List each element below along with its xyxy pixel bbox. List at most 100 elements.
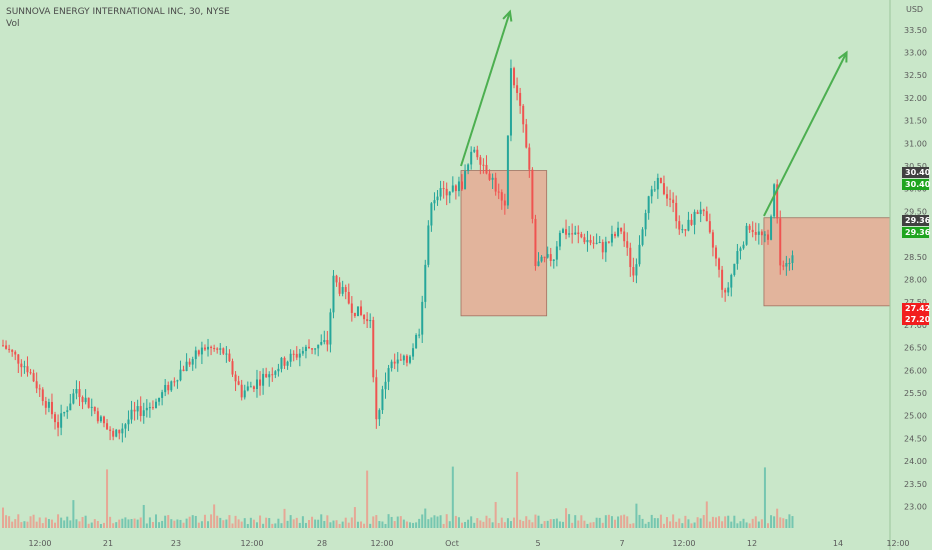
- volume-bar: [14, 519, 17, 528]
- volume-bar: [412, 522, 415, 528]
- volume-bar: [604, 515, 607, 528]
- candle-body: [155, 401, 157, 409]
- arrowhead-1[interactable]: [502, 9, 513, 22]
- volume-bar: [568, 514, 571, 528]
- volume-bar: [182, 522, 185, 528]
- volume-bar: [415, 522, 418, 528]
- candle-body: [782, 265, 785, 267]
- candle-body: [662, 183, 665, 195]
- candle-body: [17, 354, 20, 364]
- volume-bar: [607, 514, 610, 528]
- volume-bar: [35, 521, 38, 528]
- candle-body: [35, 381, 38, 389]
- volume-bar: [696, 517, 699, 528]
- candle-body: [203, 347, 206, 350]
- candle-body: [461, 181, 463, 190]
- volume-bar: [378, 521, 381, 528]
- candle-body: [607, 241, 610, 243]
- arrow-line-1[interactable]: [460, 11, 511, 167]
- volume-bar: [347, 522, 350, 528]
- candle-body: [347, 291, 350, 304]
- candle-body: [733, 263, 736, 275]
- arrowhead-2[interactable]: [838, 50, 848, 63]
- volume-bar: [760, 519, 763, 528]
- volume-bar: [433, 515, 436, 528]
- candle-body: [222, 348, 225, 354]
- volume-bar: [614, 519, 616, 528]
- volume-bar: [396, 516, 399, 528]
- volume-bar: [773, 516, 776, 528]
- candle-body: [308, 346, 310, 349]
- volume-bar: [565, 508, 568, 528]
- volume-bar: [454, 515, 457, 528]
- volume-bar: [754, 516, 757, 528]
- candle-body: [635, 264, 638, 276]
- volume-bar: [555, 518, 558, 528]
- volume-bar: [788, 514, 791, 528]
- candle-body: [699, 209, 702, 214]
- candle-body: [669, 198, 672, 200]
- volume-bar: [109, 516, 112, 528]
- volume-bar: [583, 520, 586, 528]
- volume-bar: [666, 517, 669, 528]
- candle-body: [378, 410, 381, 420]
- candle-body: [589, 239, 592, 243]
- volume-bar: [439, 515, 442, 528]
- candle-body: [702, 209, 705, 212]
- candle-body: [696, 211, 699, 214]
- volume-bar: [329, 522, 332, 528]
- volume-bar: [745, 522, 748, 528]
- candle-body: [681, 229, 684, 231]
- candle-body: [525, 124, 528, 148]
- candle-body: [372, 320, 375, 378]
- volume-bar: [601, 522, 604, 528]
- candle-body: [724, 289, 727, 293]
- price-tick-label: 27.00: [904, 321, 927, 330]
- volume-bar: [387, 514, 390, 528]
- volume-bar: [60, 517, 63, 528]
- candle-body: [277, 368, 280, 372]
- volume-bar: [344, 517, 347, 528]
- volume-bar: [8, 516, 11, 528]
- volume-bar: [390, 516, 393, 528]
- candle-body: [170, 381, 173, 391]
- volume-bar: [133, 518, 136, 528]
- volume-bar: [240, 521, 243, 528]
- volume-bar: [17, 514, 20, 528]
- volume-bar: [283, 508, 286, 528]
- volume-bar: [20, 522, 23, 528]
- candle-body: [546, 254, 549, 258]
- price-tag-label: 29.36: [905, 228, 931, 237]
- volume-bar: [494, 501, 497, 528]
- volume-bar: [509, 521, 512, 528]
- candle-body: [148, 407, 151, 409]
- volume-bar: [770, 515, 773, 528]
- candle-body: [317, 344, 320, 349]
- candle-body: [326, 340, 329, 345]
- candle-body: [763, 234, 766, 236]
- candle-body: [427, 225, 430, 265]
- volume-bar: [577, 520, 580, 528]
- highlight-box-1[interactable]: [460, 170, 548, 317]
- candle-body: [262, 373, 265, 386]
- volume-bar: [626, 516, 629, 528]
- price-tick-label: 30.50: [904, 162, 927, 171]
- volume-bar: [727, 515, 730, 528]
- volume-bar: [531, 522, 534, 528]
- volume-bar: [620, 515, 623, 528]
- candle-body: [439, 188, 442, 197]
- candle-body: [158, 397, 161, 402]
- arrow-line-2[interactable]: [763, 52, 848, 217]
- volume-bar: [295, 517, 298, 528]
- time-tick-label: 5: [535, 539, 540, 548]
- volume-bar: [595, 517, 598, 528]
- candle-body: [730, 274, 733, 288]
- volume-bar: [176, 519, 179, 528]
- volume-bar: [54, 522, 57, 528]
- volume-bar: [225, 519, 228, 528]
- time-tick-label: Oct: [445, 539, 459, 548]
- candle-body: [537, 261, 540, 267]
- candle-body: [11, 349, 14, 352]
